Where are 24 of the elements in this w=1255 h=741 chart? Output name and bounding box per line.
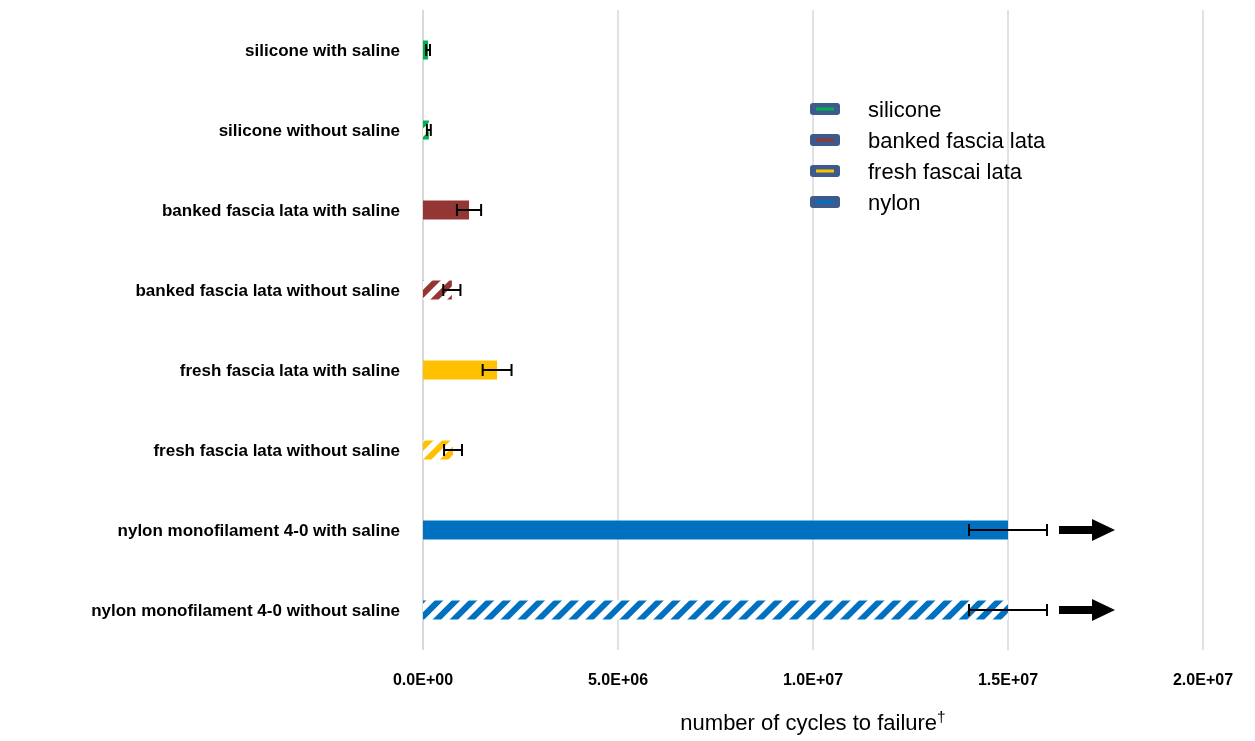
y-tick-label: banked fascia lata without saline xyxy=(135,280,400,300)
x-tick-label: 1.0E+07 xyxy=(782,671,844,688)
bar xyxy=(423,280,452,300)
y-tick-label: fresh fascia lata with saline xyxy=(179,360,400,380)
bar xyxy=(423,440,454,460)
y-tick-label: silicone with saline xyxy=(245,40,400,60)
legend-label: fresh fascai lata xyxy=(868,158,1023,184)
x-tick-label: 5.0E+06 xyxy=(587,671,649,688)
y-tick-label: nylon monofilament 4-0 with saline xyxy=(117,520,400,540)
y-tick-label: nylon monofilament 4-0 without saline xyxy=(91,600,400,620)
legend-label: banked fascia lata xyxy=(868,127,1047,153)
y-tick-label: banked fascia lata with saline xyxy=(161,200,400,220)
y-tick-label: fresh fascia lata without saline xyxy=(153,440,400,460)
bar xyxy=(423,520,1008,540)
legend-label: nylon xyxy=(868,189,921,215)
y-tick-label: silicone without saline xyxy=(218,120,400,140)
x-axis-title: number of cycles to failure$^{†}$ xyxy=(680,707,946,735)
x-tick-label: 1.5E+07 xyxy=(977,671,1039,688)
x-tick-label: 0.0E+00 xyxy=(392,671,454,688)
legend-label: silicone xyxy=(868,96,942,122)
bar xyxy=(423,200,470,220)
bar xyxy=(423,360,498,380)
x-tick-label: 2.0E+07 xyxy=(1172,671,1234,688)
bar xyxy=(423,600,1008,620)
